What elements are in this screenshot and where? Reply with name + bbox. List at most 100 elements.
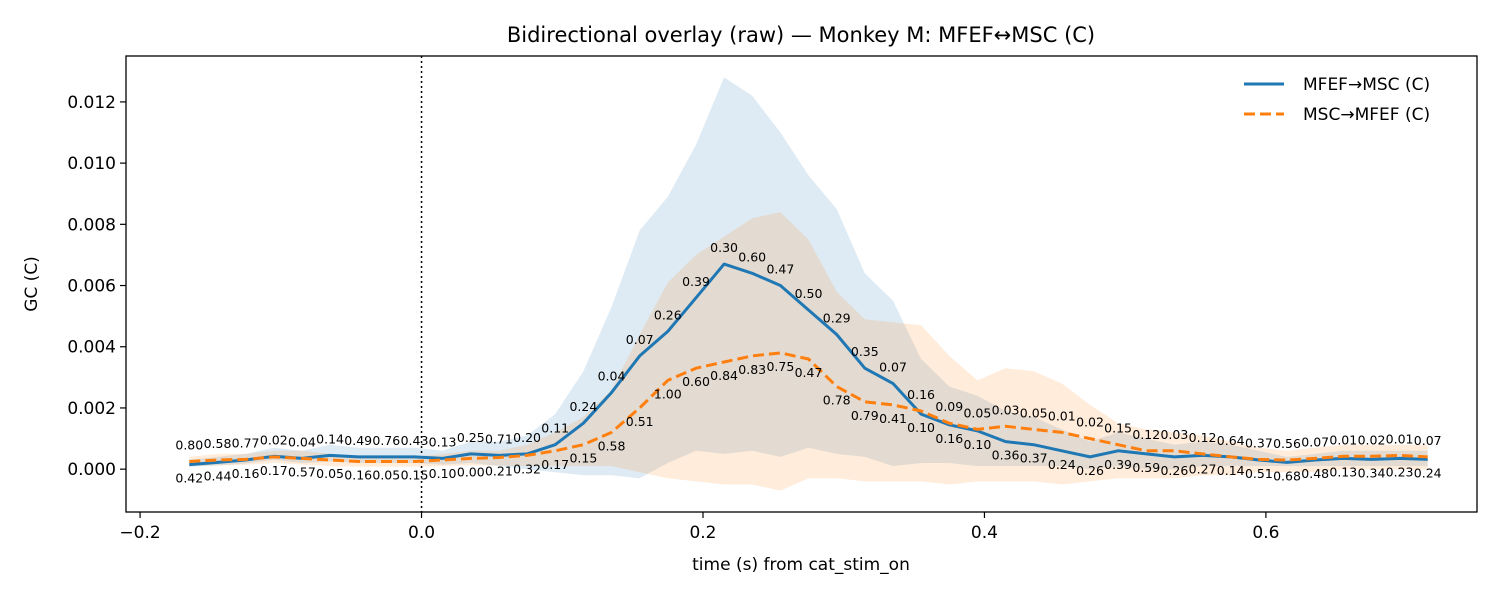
point-label: 0.16: [907, 387, 935, 402]
point-label: 0.12: [1189, 430, 1217, 445]
point-label: 0.15: [401, 468, 429, 483]
y-tick-label: 0.012: [67, 93, 116, 113]
point-label: 0.51: [626, 414, 654, 429]
point-label: 1.00: [654, 386, 682, 401]
point-label: 0.56: [1273, 436, 1301, 451]
point-label: 0.05: [963, 405, 991, 420]
legend-label-1: MFEF→MSC (C): [1303, 75, 1430, 95]
point-label: 0.26: [654, 307, 682, 322]
point-label: 0.09: [935, 399, 963, 414]
point-label: 0.42: [175, 471, 203, 486]
point-label: 0.04: [288, 434, 316, 449]
point-label: 0.79: [851, 408, 879, 423]
point-label: 0.02: [1076, 415, 1104, 430]
point-label: 0.57: [288, 464, 316, 479]
y-tick-label: 0.008: [67, 215, 116, 235]
point-label: 0.60: [738, 249, 766, 264]
point-label: 0.77: [232, 435, 260, 450]
point-label: 0.14: [1217, 463, 1245, 478]
point-label: 0.03: [992, 402, 1020, 417]
axes: −0.2 0.0 0.2 0.4 0.6 0.000 0.002 0.004 0.006 0.00…: [67, 55, 1478, 543]
point-label: 0.39: [682, 274, 710, 289]
point-label: 0.75: [766, 359, 794, 374]
series-1-line: [189, 262, 1428, 467]
point-label: 0.10: [963, 437, 991, 452]
point-label: 0.36: [992, 448, 1020, 463]
point-label: 0.20: [513, 430, 541, 445]
point-label: 0.07: [1414, 433, 1442, 448]
point-label: 0.02: [1358, 432, 1386, 447]
point-label: 0.47: [795, 365, 823, 380]
point-label: 0.05: [316, 466, 344, 481]
point-label: 0.26: [1160, 463, 1188, 478]
point-label: 0.02: [260, 432, 288, 447]
point-label: 0.00: [457, 464, 485, 479]
point-label: 0.64: [1217, 433, 1245, 448]
point-label: 0.37: [1020, 451, 1048, 466]
point-label: 0.43: [401, 433, 429, 448]
y-tick-label: 0.000: [67, 460, 116, 480]
point-label: 0.15: [1104, 421, 1132, 436]
confidence-bands: [189, 77, 1428, 491]
point-label: 0.25: [457, 430, 485, 445]
x-tick-label: 0.0: [408, 523, 435, 543]
point-label: 0.05: [1020, 405, 1048, 420]
point-label: 0.41: [879, 411, 907, 426]
point-label: 0.26: [1076, 463, 1104, 478]
point-label: 0.32: [513, 461, 541, 476]
point-label: 0.17: [541, 457, 569, 472]
y-axis-label: GC (C): [22, 256, 42, 312]
point-label: 0.15: [569, 451, 597, 466]
point-label: 0.30: [710, 240, 738, 255]
point-label: 0.76: [372, 433, 400, 448]
point-label: 0.59: [1132, 460, 1160, 475]
point-label: 0.16: [935, 431, 963, 446]
point-label: 0.01: [1386, 431, 1414, 446]
point-label: 0.60: [682, 374, 710, 389]
point-label: 0.03: [1160, 427, 1188, 442]
plot-frame: [125, 55, 1478, 513]
point-label: 0.48: [1301, 466, 1329, 481]
series-lines: [189, 262, 1428, 467]
point-label: 0.04: [598, 369, 626, 384]
point-label: 0.16: [344, 468, 372, 483]
point-label: 0.47: [766, 262, 794, 277]
point-label: 0.13: [1329, 464, 1357, 479]
point-label: 0.05: [372, 468, 400, 483]
point-label: 0.01: [1048, 408, 1076, 423]
point-label: 0.80: [175, 438, 203, 453]
point-label: 0.44: [204, 468, 232, 483]
y-tick-label: 0.006: [67, 277, 116, 297]
y-tick-label: 0.002: [67, 399, 116, 419]
point-label: 0.11: [541, 421, 569, 436]
point-annotations: 0.420.800.440.580.160.77 0.020.170.040.57…: [175, 240, 1441, 486]
point-label: 0.49: [344, 433, 372, 448]
point-label: 0.16: [232, 466, 260, 481]
point-label: 0.29: [823, 311, 851, 326]
point-label: 0.23: [1386, 464, 1414, 479]
point-label: 0.17: [260, 463, 288, 478]
point-label: 0.21: [485, 464, 513, 479]
series-2-line: [189, 351, 1428, 463]
point-label: 0.51: [1245, 466, 1273, 481]
point-label: 0.50: [795, 286, 823, 301]
point-label: 0.07: [879, 360, 907, 375]
point-label: 0.39: [1104, 457, 1132, 472]
x-axis-label: time (s) from cat_stim_on: [692, 555, 910, 575]
point-label: 0.07: [1301, 434, 1329, 449]
chart-title: Bidirectional overlay (raw) — Monkey M: …: [507, 23, 1095, 47]
point-label: 0.07: [626, 332, 654, 347]
series-2-band: [189, 212, 1428, 491]
point-label: 0.84: [710, 368, 738, 383]
point-label: 0.78: [823, 393, 851, 408]
point-label: 0.24: [1048, 457, 1076, 472]
legend-label-2: MSC→MFEF (C): [1303, 105, 1430, 125]
series-1-band: [189, 77, 1428, 479]
point-label: 0.24: [1414, 465, 1442, 480]
point-label: 0.37: [1245, 435, 1273, 450]
point-label: 0.13: [429, 434, 457, 449]
point-label: 0.12: [1132, 427, 1160, 442]
point-label: 0.71: [485, 431, 513, 446]
y-tick-label: 0.004: [67, 338, 116, 358]
